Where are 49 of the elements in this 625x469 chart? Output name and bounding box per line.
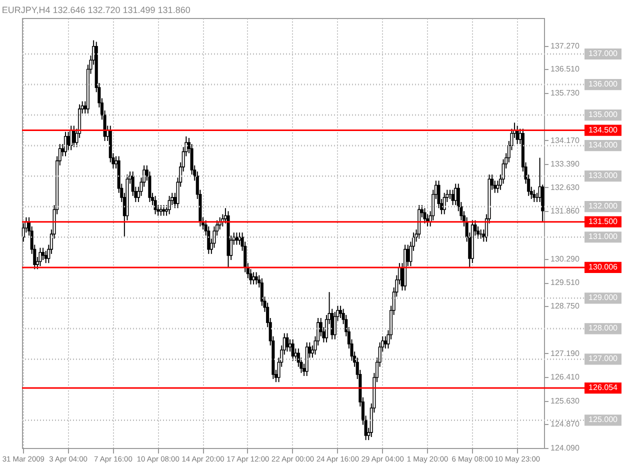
candlestick	[64, 131, 68, 157]
candlestick	[291, 338, 294, 362]
y-tick-label: 133.390	[550, 160, 580, 169]
candlestick	[162, 204, 166, 216]
candlestick	[238, 232, 242, 246]
ref-line-label: 136.000	[588, 80, 618, 89]
ref-line-label: 125.000	[588, 415, 618, 424]
ref-line-label: 134.500	[588, 125, 618, 134]
y-tick-label: 124.090	[550, 444, 580, 452]
ref-line-label: 137.000	[588, 49, 618, 58]
y-tick-label: 129.510	[550, 278, 580, 288]
y-tick-label: 130.290	[550, 254, 580, 264]
candlestick	[288, 338, 292, 352]
y-tick-label: 127.190	[550, 348, 580, 358]
y-tick-label: 132.630	[550, 182, 580, 192]
y-tick-label: 124.870	[550, 420, 580, 429]
y-tick-label: 134.170	[550, 136, 580, 145]
candlestick	[532, 189, 536, 203]
candlestick	[38, 247, 42, 267]
candlestick	[423, 208, 426, 224]
candlestick	[252, 272, 256, 285]
ref-line-label: 131.000	[588, 232, 618, 242]
candlestick	[235, 232, 238, 246]
ref-line-label: 126.054	[588, 383, 618, 392]
candlestick	[442, 192, 446, 215]
y-tick-label: 135.730	[550, 88, 580, 98]
ref-line-label: 134.000	[588, 140, 618, 150]
candlestick	[254, 272, 258, 285]
ref-line-label: 129.000	[588, 293, 618, 302]
ref-line-label: 131.500	[588, 216, 618, 226]
y-tick-label: 131.860	[550, 206, 580, 216]
y-tick-label: 125.630	[550, 396, 580, 406]
candlestick	[168, 195, 171, 215]
candlestick	[286, 332, 289, 352]
ref-line-label: 133.000	[588, 171, 618, 180]
y-tick-label: 126.410	[550, 372, 580, 382]
y-tick-label: 137.270	[550, 41, 580, 50]
y-tick-label: 136.510	[550, 64, 580, 74]
ref-line-label: 127.000	[588, 354, 618, 364]
candlestick	[454, 183, 458, 206]
ref-line-label: 132.000	[588, 202, 618, 211]
candlestick	[42, 247, 45, 261]
chart-title: EURJPY,H4 132.646 132.720 131.499 131.860	[2, 5, 190, 15]
ref-line-label: 128.000	[588, 324, 618, 333]
ref-line-label: 130.006	[588, 262, 618, 272]
ref-line-label: 135.000	[588, 110, 618, 120]
y-tick-label: 128.750	[550, 301, 580, 310]
candlestick	[70, 125, 73, 151]
candlestick	[154, 195, 157, 215]
